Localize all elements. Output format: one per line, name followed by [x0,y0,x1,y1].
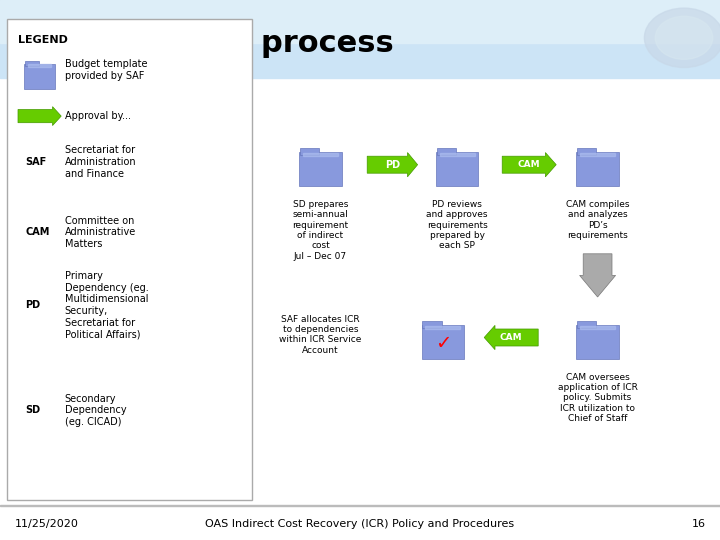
FancyBboxPatch shape [577,148,596,155]
Bar [440,153,475,156]
Text: Committee on
Administrative
Matters: Committee on Administrative Matters [65,215,136,249]
Text: ✓: ✓ [435,334,451,353]
FancyBboxPatch shape [577,152,618,186]
FancyBboxPatch shape [577,321,596,328]
Circle shape [644,8,720,68]
Text: PD: PD [25,300,40,310]
Bar [0,505,720,506]
Text: SD prepares
semi-annual
requirement
of indirect
cost
Jul – Dec 07: SD prepares semi-annual requirement of i… [292,200,348,261]
Text: Secondary
Dependency
(eg. CICAD): Secondary Dependency (eg. CICAD) [65,394,127,427]
Bar [580,326,615,329]
FancyBboxPatch shape [25,60,39,66]
FancyBboxPatch shape [24,64,55,89]
Text: SAF allocates ICR
to dependencies
within ICR Service
Account: SAF allocates ICR to dependencies within… [279,315,361,355]
Text: CAM: CAM [25,227,50,237]
Bar [0,0,720,78]
Text: CAM compiles
and analyzes
PD’s
requirements: CAM compiles and analyzes PD’s requireme… [566,200,629,240]
FancyBboxPatch shape [436,152,479,186]
Circle shape [655,16,713,59]
Text: LEGEND: LEGEND [18,35,68,45]
Text: CAM oversees
application of ICR
policy. Submits
ICR utilization to
Chief of Staf: CAM oversees application of ICR policy. … [558,373,637,423]
Text: PD reviews
and approves
requirements
prepared by
each SP: PD reviews and approves requirements pre… [426,200,488,251]
Text: SD: SD [25,406,40,415]
Bar [580,153,615,156]
Text: 11/25/2020: 11/25/2020 [14,519,78,529]
Polygon shape [18,107,61,126]
Polygon shape [580,254,616,297]
FancyBboxPatch shape [7,19,252,500]
Text: 16: 16 [692,519,706,529]
Text: Secretariat for
Administration
and Finance: Secretariat for Administration and Finan… [65,145,136,179]
Text: Approval by...: Approval by... [65,111,131,121]
Text: OAS Indirect Cost Recovery (ICR) Policy and Procedures: OAS Indirect Cost Recovery (ICR) Policy … [205,519,515,529]
Text: CAM: CAM [500,333,523,342]
Text: Primary
Dependency (eg.
Multidimensional
Security,
Secretariat for
Political Aff: Primary Dependency (eg. Multidimensional… [65,271,148,339]
Text: CAM: CAM [518,160,541,169]
Bar [28,64,51,68]
Bar [425,326,461,329]
Bar [0,0,720,43]
Polygon shape [503,153,556,177]
FancyBboxPatch shape [436,148,456,155]
Text: ICR allocation process: ICR allocation process [14,29,394,58]
Bar [302,153,338,156]
FancyBboxPatch shape [422,321,441,328]
FancyBboxPatch shape [300,152,341,186]
FancyBboxPatch shape [422,325,464,359]
Polygon shape [367,153,418,177]
Text: SAF: SAF [25,157,47,167]
Text: Budget template
provided by SAF: Budget template provided by SAF [65,59,148,81]
FancyBboxPatch shape [300,148,319,155]
Polygon shape [484,325,538,350]
Text: PD: PD [384,160,400,170]
FancyBboxPatch shape [577,325,618,359]
